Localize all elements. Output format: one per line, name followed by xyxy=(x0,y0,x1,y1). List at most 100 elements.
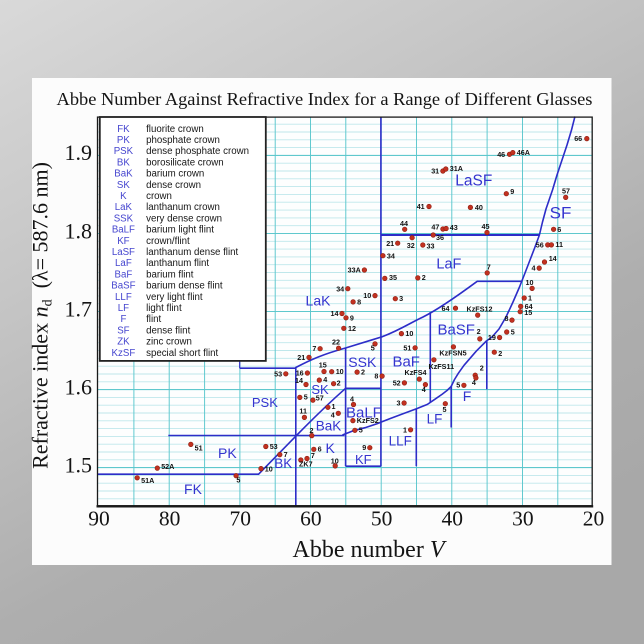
svg-text:22: 22 xyxy=(332,337,340,346)
svg-text:BaF: BaF xyxy=(392,354,420,371)
svg-text:flint: flint xyxy=(146,314,161,325)
svg-text:52: 52 xyxy=(393,378,401,387)
svg-text:2: 2 xyxy=(498,349,502,358)
svg-text:45: 45 xyxy=(482,222,490,231)
svg-text:35: 35 xyxy=(389,273,397,282)
svg-text:KF: KF xyxy=(355,452,372,467)
svg-text:fluorite crown: fluorite crown xyxy=(146,124,204,135)
svg-text:31A: 31A xyxy=(450,164,463,173)
svg-text:PK: PK xyxy=(218,445,237,461)
svg-text:36: 36 xyxy=(436,233,444,242)
svg-text:10: 10 xyxy=(363,291,371,300)
svg-text:51: 51 xyxy=(195,443,203,452)
svg-text:FK: FK xyxy=(184,481,203,497)
svg-text:5: 5 xyxy=(236,476,240,485)
svg-text:crown: crown xyxy=(146,191,172,202)
svg-text:5: 5 xyxy=(359,426,363,435)
svg-text:70: 70 xyxy=(230,507,252,531)
svg-text:9: 9 xyxy=(350,313,354,322)
svg-text:1.9: 1.9 xyxy=(65,140,93,165)
svg-text:LaSF: LaSF xyxy=(455,173,492,190)
svg-text:borosilicate crown: borosilicate crown xyxy=(146,157,224,168)
svg-text:4: 4 xyxy=(472,378,476,387)
svg-text:4: 4 xyxy=(350,395,354,404)
svg-text:KzSF: KzSF xyxy=(112,348,136,359)
svg-text:44: 44 xyxy=(400,219,408,228)
svg-text:BaSF: BaSF xyxy=(437,321,475,338)
svg-text:19: 19 xyxy=(488,333,496,342)
svg-text:7: 7 xyxy=(311,451,315,460)
svg-text:5: 5 xyxy=(371,343,375,352)
svg-text:41: 41 xyxy=(417,202,425,211)
svg-text:Abbe number V: Abbe number V xyxy=(293,537,447,563)
svg-text:KzFS11: KzFS11 xyxy=(429,362,455,371)
svg-text:21: 21 xyxy=(297,353,305,362)
svg-text:F: F xyxy=(120,314,126,325)
svg-text:4: 4 xyxy=(323,375,327,384)
svg-text:9: 9 xyxy=(510,187,514,196)
svg-text:BaLF: BaLF xyxy=(346,405,382,422)
svg-text:2: 2 xyxy=(477,327,481,336)
svg-text:SSK: SSK xyxy=(348,354,377,370)
svg-text:34: 34 xyxy=(336,284,344,293)
svg-text:3: 3 xyxy=(399,294,403,303)
svg-text:SSK: SSK xyxy=(114,213,134,224)
svg-text:SF: SF xyxy=(550,204,572,223)
svg-text:ZK: ZK xyxy=(117,337,130,348)
svg-text:21: 21 xyxy=(386,239,394,248)
svg-text:barium crown: barium crown xyxy=(146,169,204,180)
svg-text:8: 8 xyxy=(357,297,361,306)
svg-text:LF: LF xyxy=(118,303,129,314)
svg-text:32: 32 xyxy=(407,241,415,250)
svg-text:4: 4 xyxy=(422,385,426,394)
svg-text:lanthanum dense flint: lanthanum dense flint xyxy=(146,247,238,258)
svg-text:PSK: PSK xyxy=(114,146,134,157)
svg-text:BK: BK xyxy=(274,456,292,471)
svg-text:5: 5 xyxy=(304,393,308,402)
svg-text:56: 56 xyxy=(536,241,544,250)
svg-text:zinc crown: zinc crown xyxy=(146,337,192,348)
svg-text:33A: 33A xyxy=(348,266,361,275)
svg-text:barium light flint: barium light flint xyxy=(146,225,214,236)
svg-text:3: 3 xyxy=(397,399,401,408)
svg-text:BK: BK xyxy=(117,157,130,168)
svg-text:6: 6 xyxy=(318,445,322,454)
svg-text:53: 53 xyxy=(270,442,278,451)
svg-text:47: 47 xyxy=(431,223,439,232)
svg-text:12: 12 xyxy=(348,324,356,333)
svg-text:LaK: LaK xyxy=(115,202,133,213)
svg-text:LaF: LaF xyxy=(115,258,132,269)
svg-text:2: 2 xyxy=(361,367,365,376)
svg-text:53: 53 xyxy=(274,369,282,378)
svg-text:5: 5 xyxy=(443,405,447,414)
svg-text:BaSF: BaSF xyxy=(111,281,135,292)
svg-text:light flint: light flint xyxy=(146,303,182,314)
svg-text:4: 4 xyxy=(532,264,536,273)
svg-text:30: 30 xyxy=(512,507,534,531)
svg-text:dense phosphate crown: dense phosphate crown xyxy=(146,146,249,157)
svg-text:11: 11 xyxy=(555,240,563,249)
svg-text:LF: LF xyxy=(427,411,443,426)
svg-text:1.7: 1.7 xyxy=(65,296,93,321)
svg-text:50: 50 xyxy=(371,507,393,531)
svg-text:10: 10 xyxy=(526,278,534,287)
svg-text:special short flint: special short flint xyxy=(146,348,218,359)
svg-text:BaLF: BaLF xyxy=(112,225,135,236)
svg-text:barium dense flint: barium dense flint xyxy=(146,281,223,292)
svg-text:very dense crown: very dense crown xyxy=(146,213,222,224)
svg-text:crown/flint: crown/flint xyxy=(146,236,190,247)
svg-text:F: F xyxy=(463,388,472,404)
svg-text:33: 33 xyxy=(427,242,435,251)
svg-text:1.8: 1.8 xyxy=(65,218,93,243)
svg-text:ZK7: ZK7 xyxy=(299,460,313,469)
svg-text:46A: 46A xyxy=(517,148,530,157)
svg-text:1: 1 xyxy=(332,402,336,411)
svg-text:LaF: LaF xyxy=(436,257,461,273)
svg-text:4: 4 xyxy=(331,410,335,419)
svg-text:1.5: 1.5 xyxy=(65,452,93,477)
svg-text:BaF: BaF xyxy=(115,269,133,280)
svg-text:10: 10 xyxy=(405,329,413,338)
svg-text:BaK: BaK xyxy=(114,169,133,180)
svg-text:LLF: LLF xyxy=(389,434,412,449)
svg-text:LaSF: LaSF xyxy=(112,247,135,258)
